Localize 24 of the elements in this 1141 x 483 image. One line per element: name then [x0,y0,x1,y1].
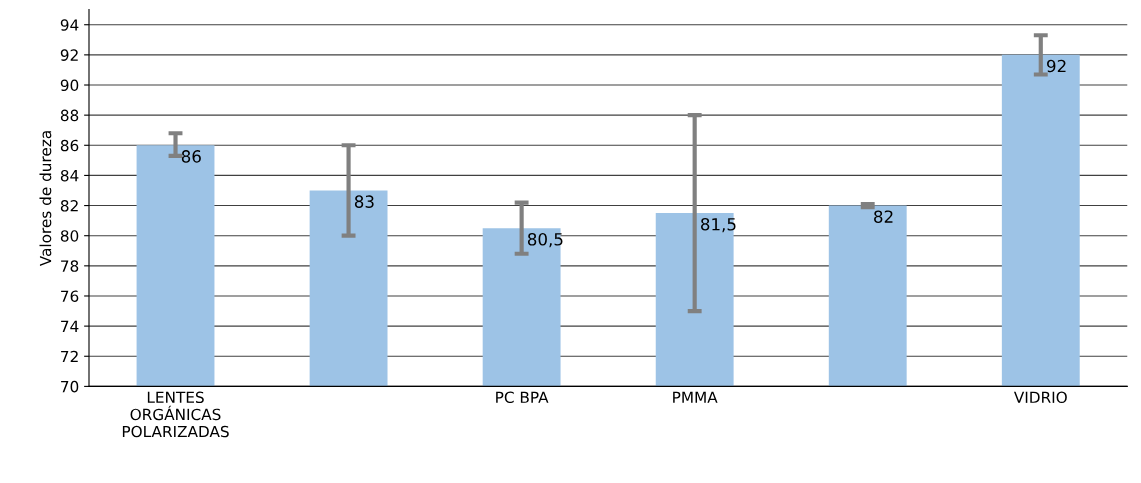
y-tick-label: 74 [61,320,79,332]
y-tick-label: 94 [60,19,79,31]
data-label: 86 [181,150,201,163]
data-label: 81,5 [701,217,736,233]
y-tick-label: 88 [60,109,79,122]
x-tick-label: VIDRIO [1013,391,1067,404]
data-label: 92 [1047,59,1066,73]
y-tick-label: 70 [61,380,79,393]
y-tick-label: 80 [60,230,79,242]
y-tick-label: 82 [60,200,78,212]
y-tick-label: 92 [60,49,78,61]
y-tick-label: 76 [61,290,79,302]
y-tick-label: 86 [60,139,79,152]
x-tick-label: PC BPA [496,391,549,404]
data-label: 83 [354,195,374,208]
y-tick-label: 72 [61,350,78,363]
x-tick-label: LENTES ORGÁNICAS POLARIZADAS [122,391,229,438]
data-label: 80,5 [527,232,563,248]
y-tick-label: 90 [60,79,79,92]
y-axis-title: Valores de dureza [39,131,52,267]
x-tick-label: PMMA [673,391,718,403]
y-tick-label: 78 [61,260,79,272]
y-tick-label: 84 [60,169,79,182]
data-label: 82 [874,210,893,223]
